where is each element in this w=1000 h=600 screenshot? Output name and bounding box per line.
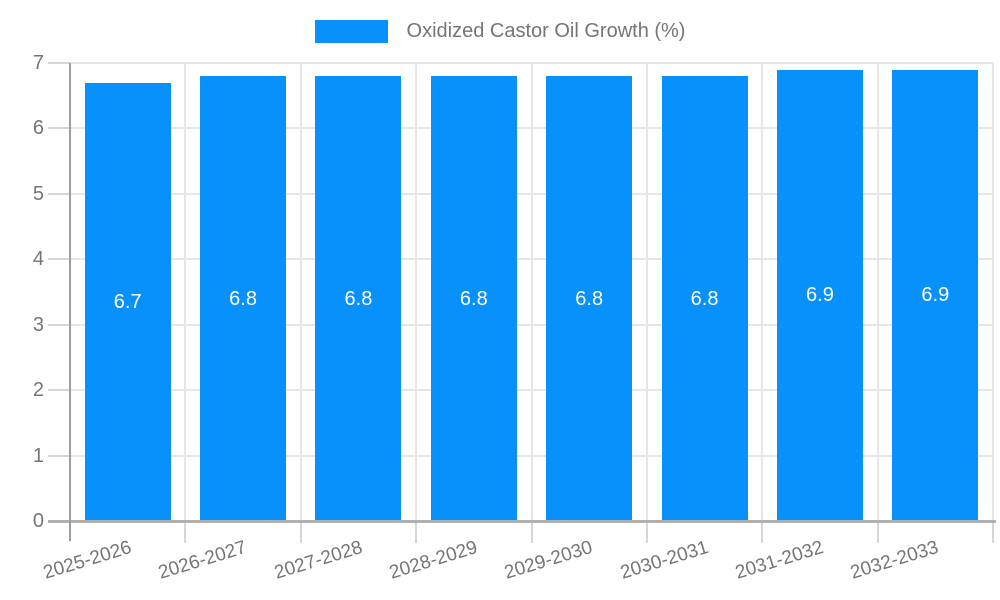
bar[interactable] (661, 76, 748, 521)
x-axis-tick (184, 521, 187, 543)
chart-legend: Oxidized Castor Oil Growth (%) (0, 20, 1000, 43)
gridline-vertical (645, 63, 648, 521)
y-tick-label: 7 (32, 52, 44, 74)
bar-value-label: 6.8 (575, 287, 604, 310)
bar[interactable] (84, 82, 171, 521)
x-axis-line (48, 520, 996, 523)
x-axis-tick (415, 521, 418, 543)
x-tick-label: 2030-2031 (617, 537, 711, 584)
y-axis-tick (48, 323, 70, 326)
y-axis-tick (48, 62, 70, 64)
bar-value-label: 6.8 (344, 287, 373, 310)
y-tick-label: 5 (32, 182, 44, 205)
y-tick-label: 1 (32, 444, 44, 467)
x-axis-tick (761, 521, 764, 543)
bar[interactable] (546, 76, 633, 521)
x-tick-label: 2031-2032 (733, 537, 827, 584)
y-axis-tick (48, 389, 70, 392)
y-axis-tick (48, 192, 70, 195)
x-tick-label: 2027-2028 (271, 537, 365, 584)
x-axis-tick (645, 521, 648, 543)
y-tick-label: 3 (32, 313, 44, 336)
bar-value-label: 6.8 (690, 287, 719, 310)
x-axis-tick (530, 521, 533, 543)
gridline-vertical (184, 63, 187, 521)
bar[interactable] (315, 76, 402, 521)
x-tick-label: 2029-2030 (502, 537, 596, 584)
x-tick-label: 2026-2027 (156, 537, 250, 584)
x-axis-tick (992, 521, 994, 543)
y-axis-tick (48, 127, 70, 130)
y-tick-label: 6 (32, 117, 44, 140)
gridline-vertical (761, 63, 764, 521)
legend-color-swatch (314, 20, 388, 43)
gridline-vertical (415, 63, 418, 521)
y-axis-tick (48, 454, 70, 457)
bar[interactable] (200, 76, 287, 521)
gridline-vertical (876, 63, 879, 521)
bar-value-label: 6.9 (806, 284, 834, 307)
bar-value-label: 6.9 (921, 284, 950, 307)
gridline-vertical (299, 63, 302, 521)
x-tick-label: 2032-2033 (848, 537, 942, 584)
bar[interactable] (430, 76, 517, 521)
y-axis-tick (48, 258, 70, 261)
legend-series-label: Oxidized Castor Oil Growth (%) (406, 20, 686, 42)
bar[interactable] (892, 69, 979, 521)
bar-value-label: 6.8 (459, 287, 488, 310)
x-axis-tick (299, 521, 302, 543)
bar-value-label: 6.8 (229, 287, 257, 310)
y-axis-line (69, 63, 71, 541)
bar-value-label: 6.7 (113, 290, 142, 313)
gridline-vertical (530, 63, 533, 521)
y-tick-label: 2 (32, 379, 44, 402)
y-tick-label: 0 (32, 510, 44, 532)
x-tick-label: 2025-2026 (40, 537, 134, 584)
y-tick-label: 4 (32, 248, 44, 271)
x-axis-tick (876, 521, 879, 543)
x-tick-label: 2028-2029 (386, 537, 480, 584)
bar[interactable] (776, 69, 863, 521)
gridline-vertical (992, 63, 994, 521)
